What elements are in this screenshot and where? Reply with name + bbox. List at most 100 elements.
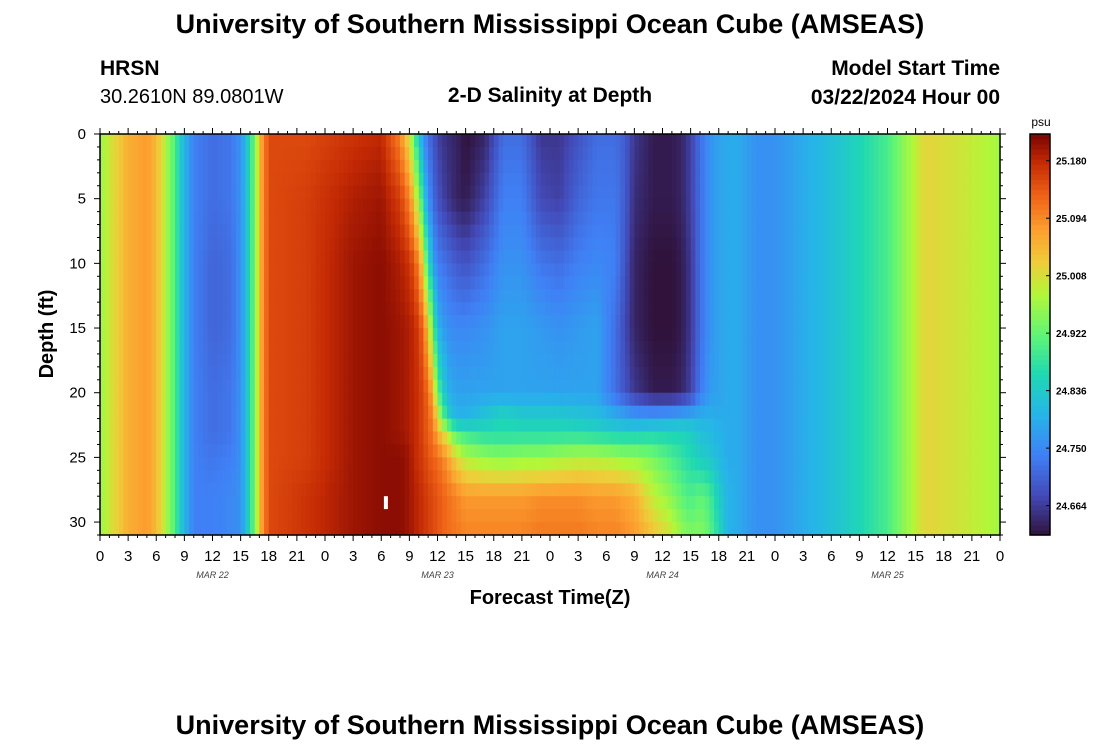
heatmap-cell — [793, 379, 800, 394]
heatmap-cell — [770, 172, 776, 187]
heatmap-cell — [685, 263, 692, 277]
heatmap-cell — [353, 470, 359, 484]
heatmap-cell — [203, 457, 209, 471]
heatmap-cell — [432, 263, 439, 277]
heatmap-cell — [521, 146, 528, 161]
heatmap-cell — [109, 146, 115, 161]
heatmap-cell — [554, 418, 560, 433]
heatmap-cell — [310, 340, 317, 355]
heatmap-cell — [385, 159, 392, 174]
heatmap-cell — [395, 211, 401, 226]
heatmap-cell — [512, 185, 518, 200]
heatmap-cell — [662, 509, 668, 523]
heatmap-cell — [165, 224, 171, 239]
heatmap-cell — [606, 379, 612, 394]
heatmap-cell — [109, 328, 115, 342]
heatmap-cell — [554, 263, 560, 277]
heatmap-cell — [404, 509, 410, 523]
heatmap-cell — [268, 185, 275, 200]
heatmap-cell — [723, 379, 729, 394]
heatmap-cell — [489, 289, 495, 303]
heatmap-cell — [835, 237, 842, 252]
heatmap-cell — [325, 418, 331, 433]
heatmap-cell — [470, 340, 476, 355]
heatmap-cell — [517, 418, 523, 433]
heatmap-cell — [681, 276, 687, 290]
heatmap-cell — [573, 185, 579, 200]
heatmap-cell — [606, 457, 612, 471]
heatmap-cell — [142, 146, 148, 161]
heatmap-cell — [128, 379, 134, 394]
heatmap-cell — [151, 483, 157, 497]
heatmap-cell — [325, 289, 331, 303]
heatmap-cell — [235, 418, 242, 433]
heatmap-cell — [240, 315, 246, 329]
heatmap-cell — [160, 509, 167, 523]
heatmap-cell — [554, 392, 560, 407]
heatmap-cell — [489, 418, 495, 433]
heatmap-cell — [568, 159, 575, 174]
heatmap-cell — [657, 418, 664, 433]
heatmap-cell — [446, 496, 453, 510]
heatmap-cell — [709, 457, 715, 471]
heatmap-cell — [615, 185, 621, 200]
heatmap-cell — [287, 379, 293, 394]
heatmap-cell — [821, 444, 828, 458]
heatmap-cell — [179, 224, 185, 239]
heatmap-cell — [400, 340, 406, 355]
heatmap-cell — [531, 224, 537, 239]
heatmap-cell — [582, 470, 589, 484]
heatmap-cell — [376, 405, 382, 420]
heatmap-cell — [446, 276, 453, 290]
heatmap-cell — [685, 211, 692, 226]
heatmap-cell — [207, 444, 214, 458]
heatmap-cell — [343, 198, 350, 213]
heatmap-cell — [235, 405, 242, 420]
heatmap-cell — [545, 198, 551, 213]
heatmap-cell — [770, 405, 776, 420]
heatmap-cell — [695, 263, 701, 277]
heatmap-cell — [240, 146, 246, 161]
heatmap-cell — [784, 366, 790, 381]
heatmap-cell — [610, 302, 617, 316]
heatmap-cell — [667, 211, 673, 226]
heatmap-cell — [198, 250, 204, 264]
heatmap-cell — [428, 289, 434, 303]
heatmap-cell — [592, 509, 598, 523]
heatmap-cell — [685, 418, 692, 433]
heatmap-cell — [189, 483, 195, 497]
heatmap-cell — [559, 444, 565, 458]
heatmap-cell — [334, 263, 340, 277]
heatmap-cell — [235, 263, 242, 277]
heatmap-cell — [104, 302, 110, 316]
heatmap-cell — [357, 263, 364, 277]
heatmap-cell — [273, 172, 279, 187]
heatmap-cell — [203, 392, 209, 407]
heatmap-cell — [573, 470, 579, 484]
heatmap-cell — [151, 172, 157, 187]
heatmap-cell — [451, 405, 457, 420]
heatmap-cell — [132, 366, 139, 381]
heatmap-cell — [151, 146, 157, 161]
heatmap-cell — [634, 522, 640, 536]
heatmap-cell — [629, 353, 635, 368]
heatmap-cell — [803, 276, 809, 290]
heatmap-cell — [643, 134, 650, 148]
heatmap-cell — [718, 392, 725, 407]
heatmap-cell — [648, 328, 654, 342]
heatmap-cell — [198, 522, 204, 536]
heatmap-cell — [404, 392, 410, 407]
heatmap-cell — [442, 302, 448, 316]
heatmap-cell — [128, 483, 134, 497]
heatmap-cell — [296, 470, 303, 484]
heatmap-cell — [554, 146, 560, 161]
heatmap-cell — [653, 302, 659, 316]
heatmap-cell — [634, 172, 640, 187]
heatmap-cell — [250, 172, 256, 187]
heatmap-cell — [348, 379, 354, 394]
heatmap-cell — [287, 340, 293, 355]
heatmap-cell — [507, 263, 514, 277]
heatmap-cell — [278, 146, 284, 161]
heatmap-cell — [395, 185, 401, 200]
heatmap-cell — [564, 444, 570, 458]
